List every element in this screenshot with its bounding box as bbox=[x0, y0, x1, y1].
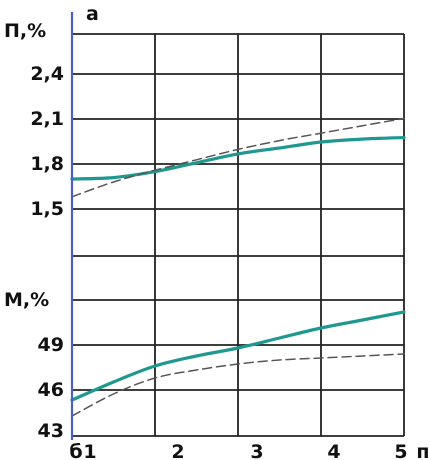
labels: П,% а 2,4 2,1 1,8 1,5 М,% 49 46 43 1 2 3 4 5 б п bbox=[4, 3, 430, 460]
top-y-tick-label: 1,5 bbox=[30, 198, 64, 220]
top-y-tick-label: 1,8 bbox=[30, 153, 64, 175]
bottom-y-tick-label: 46 bbox=[38, 379, 64, 401]
top-y-tick-label: 2,1 bbox=[30, 108, 64, 130]
bottom-series-solid bbox=[70, 310, 406, 402]
x-axis-label: п bbox=[416, 441, 429, 460]
x-tick-label: 4 bbox=[327, 441, 340, 460]
x-tick-label: 2 bbox=[171, 441, 184, 460]
bottom-y-tick-label: 43 bbox=[38, 420, 64, 442]
series-group bbox=[70, 117, 406, 417]
top-series-dashed bbox=[71, 117, 405, 198]
x-tick-label: 3 bbox=[250, 441, 263, 460]
top-series-solid bbox=[70, 136, 406, 181]
bottom-panel-letter: б bbox=[69, 441, 82, 460]
top-y-axis-label: П,% bbox=[4, 20, 46, 42]
bottom-series-dashed bbox=[71, 353, 405, 417]
grid bbox=[72, 33, 405, 437]
x-tick-label: 5 bbox=[394, 441, 407, 460]
x-tick-label: 1 bbox=[83, 441, 96, 460]
top-panel-letter: а bbox=[86, 3, 99, 25]
top-y-tick-label: 2,4 bbox=[30, 63, 64, 85]
bottom-y-tick-label: 49 bbox=[38, 334, 64, 356]
bottom-y-axis-label: М,% bbox=[4, 289, 49, 311]
